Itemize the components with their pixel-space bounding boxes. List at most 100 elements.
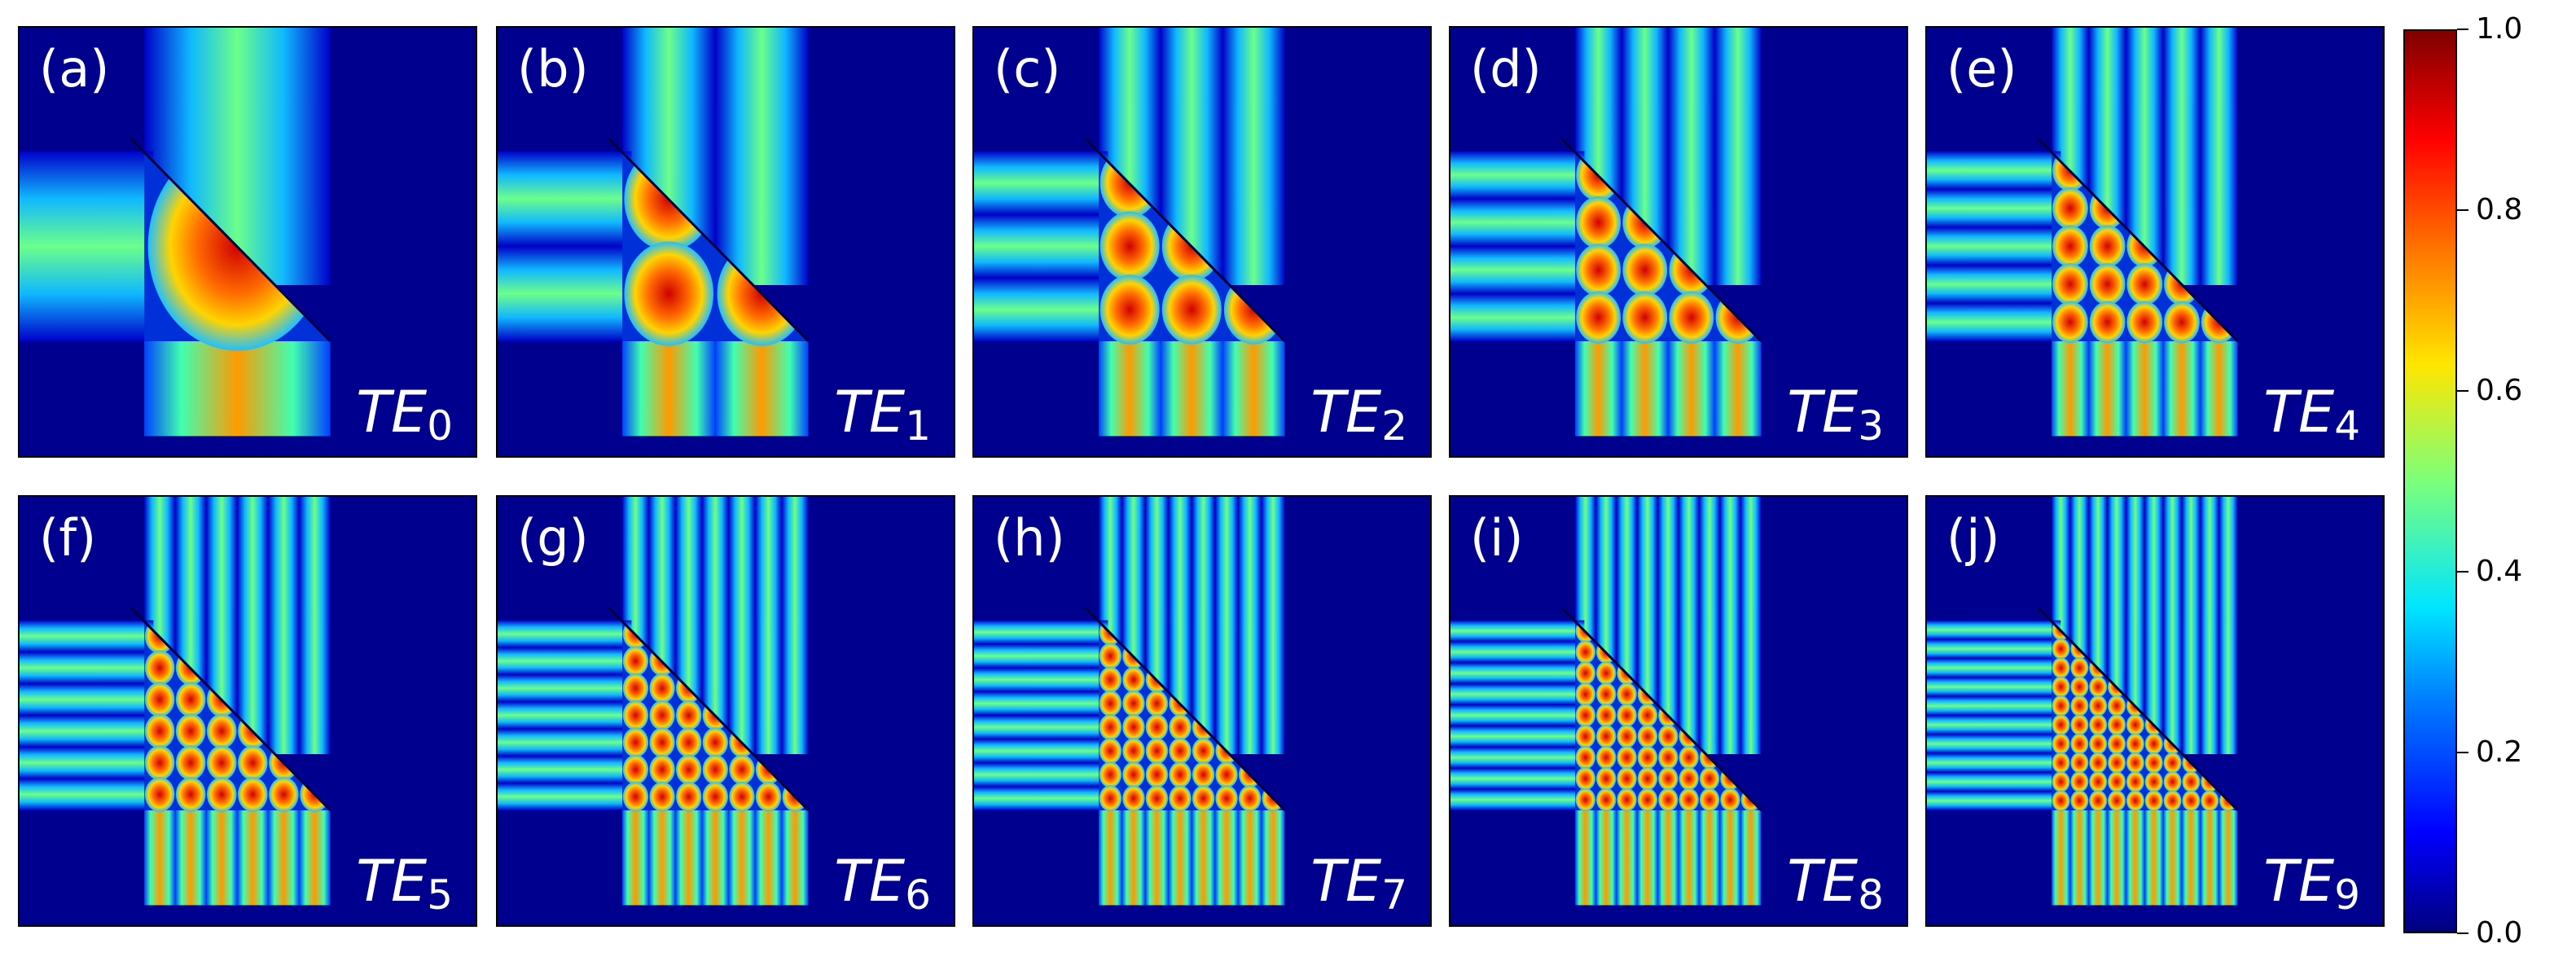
mode-lobe-horizontal xyxy=(18,683,154,716)
mode-lobe-output xyxy=(648,810,676,906)
interference-spot xyxy=(1637,745,1658,770)
interference-spot xyxy=(1637,766,1658,791)
interference-spot xyxy=(1161,274,1222,344)
mode-lobe-output xyxy=(2218,810,2238,906)
interference-spot xyxy=(2126,263,2163,305)
interference-spot xyxy=(622,754,649,785)
mode-lobe-output xyxy=(2200,340,2238,437)
colorbar-tick-label: 1.0 xyxy=(2476,12,2523,46)
panel-label: (h) xyxy=(994,508,1065,568)
mode-lobe-output xyxy=(2088,340,2126,437)
field-panel: (h) TE7 xyxy=(972,495,1432,927)
interference-spot xyxy=(1617,704,1637,727)
field-panel: (b) TE1 xyxy=(496,26,955,458)
interference-spot xyxy=(1575,704,1595,727)
interference-spot xyxy=(2052,301,2088,344)
interference-spot xyxy=(2144,771,2163,792)
field-map xyxy=(1925,26,2385,458)
mode-label: TE0 xyxy=(356,379,453,450)
interference-spot xyxy=(622,673,649,704)
mode-lobe-output xyxy=(1699,810,1720,906)
panel-label: (a) xyxy=(39,39,110,99)
interference-spot xyxy=(2052,187,2088,230)
interference-spot xyxy=(2108,752,2126,774)
mode-label: TE7 xyxy=(1310,848,1407,919)
interference-spot xyxy=(2163,752,2182,774)
interference-spot xyxy=(676,727,702,757)
interference-spot xyxy=(1099,785,1122,812)
mode-lobe-vertical xyxy=(2218,495,2238,754)
interference-spot xyxy=(2089,752,2108,774)
mode-lobe-vertical xyxy=(1719,495,1741,754)
colorbar-tick-label: 0.8 xyxy=(2476,193,2523,226)
mode-lobe-horizontal xyxy=(1925,696,2061,716)
field-map xyxy=(1449,495,1908,927)
interference-spot xyxy=(1699,766,1720,791)
mode-lobe-horizontal xyxy=(1925,677,2061,696)
mode-lobe-vertical xyxy=(2163,495,2182,754)
mode-lobe-horizontal xyxy=(972,151,1108,215)
interference-spot xyxy=(1658,745,1679,770)
interference-spot xyxy=(1595,724,1617,748)
interference-spot xyxy=(2089,301,2126,344)
mode-label: TE3 xyxy=(1787,379,1884,450)
mode-lobe-output xyxy=(1214,810,1239,906)
interference-spot xyxy=(1122,690,1145,717)
interference-spot xyxy=(1575,745,1595,770)
mode-lobe-output xyxy=(1679,810,1700,906)
interference-spot xyxy=(1576,244,1622,296)
mode-lobe-horizontal xyxy=(1449,151,1585,199)
mode-lobe-horizontal xyxy=(496,647,632,675)
interference-spot xyxy=(1145,690,1169,717)
interference-spot xyxy=(2126,790,2144,812)
mode-lobe-horizontal xyxy=(972,715,1108,739)
interference-spot xyxy=(1575,788,1595,812)
interference-spot xyxy=(2052,752,2070,774)
colorbar-tick xyxy=(2457,752,2468,753)
interference-spot xyxy=(1617,724,1637,748)
interference-spot xyxy=(2144,733,2163,755)
interference-spot xyxy=(175,713,206,749)
interference-spot xyxy=(1658,788,1679,812)
interference-spot xyxy=(1191,785,1215,812)
mode-lobe-output xyxy=(1099,340,1161,437)
mode-lobe-output xyxy=(1261,810,1285,906)
interference-spot xyxy=(1191,737,1215,765)
interference-spot xyxy=(2108,695,2126,717)
interference-spot xyxy=(1145,713,1169,740)
interference-spot xyxy=(144,745,175,780)
mode-label: TE8 xyxy=(1787,848,1884,919)
mode-lobe-output xyxy=(2163,340,2201,437)
interference-spot xyxy=(729,781,755,812)
interference-spot xyxy=(2089,790,2108,812)
mode-lobe-output xyxy=(1714,340,1762,437)
mode-lobe-output xyxy=(2069,810,2089,906)
interference-spot xyxy=(1169,713,1191,740)
mode-lobe-horizontal xyxy=(1449,293,1585,341)
mode-lobe-horizontal xyxy=(496,620,632,648)
mode-lobe-output xyxy=(268,810,300,906)
field-map xyxy=(18,495,477,927)
interference-spot xyxy=(175,682,206,717)
interference-spot xyxy=(2182,771,2201,792)
mode-lobe-output xyxy=(2126,810,2145,906)
mode-lobe-output xyxy=(2052,810,2070,906)
interference-spot xyxy=(1099,643,1122,669)
interference-spot xyxy=(1122,785,1145,812)
interference-spot xyxy=(1637,724,1658,748)
interference-spot xyxy=(207,777,237,812)
field-panel: (c) TE2 xyxy=(972,26,1432,458)
mode-lobe-vertical xyxy=(781,495,809,754)
mode-lobe-vertical xyxy=(2200,495,2219,754)
field-map xyxy=(496,26,955,458)
colorbar-tick-label: 0.2 xyxy=(2476,735,2523,769)
colorbar-tick-label: 0.6 xyxy=(2476,374,2523,407)
mode-lobe-horizontal xyxy=(972,214,1108,279)
panel-label: (i) xyxy=(1470,508,1524,568)
interference-spot xyxy=(1145,761,1169,788)
interference-spot xyxy=(676,781,702,812)
mode-lobe-horizontal xyxy=(18,779,154,810)
mode-lobe-output xyxy=(1168,810,1192,906)
interference-spot xyxy=(2070,771,2089,792)
interference-spot xyxy=(1145,785,1169,812)
